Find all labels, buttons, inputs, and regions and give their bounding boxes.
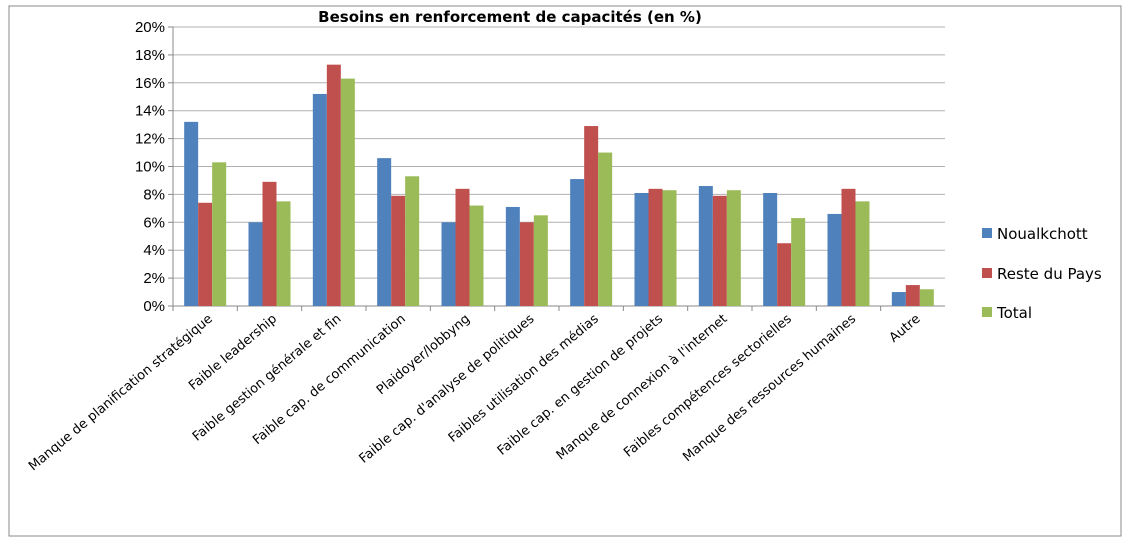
bar [405, 176, 420, 306]
bar [712, 195, 727, 306]
y-tick-label: 4% [143, 242, 165, 259]
bar [841, 188, 856, 306]
y-tick-label: 18% [135, 47, 165, 64]
bar [726, 190, 741, 306]
legend-label: Total [996, 304, 1032, 322]
bar [777, 243, 792, 306]
y-tick-label: 6% [143, 214, 165, 231]
legend-swatch [982, 228, 992, 238]
y-tick-label: 20% [135, 19, 165, 36]
bar [662, 190, 677, 306]
bar [276, 201, 291, 306]
legend-swatch [982, 268, 992, 278]
bar [505, 206, 520, 306]
legend-swatch [982, 307, 992, 317]
y-tick-label: 0% [143, 298, 165, 315]
bar [469, 205, 484, 306]
bar [184, 121, 199, 306]
y-tick-label: 10% [135, 159, 165, 176]
bar [584, 126, 599, 306]
y-tick-label: 12% [135, 131, 165, 148]
y-tick-label: 8% [143, 186, 165, 203]
bar [919, 289, 934, 306]
bar [377, 158, 392, 306]
y-tick-label: 14% [135, 103, 165, 120]
bar [648, 188, 663, 306]
bar [248, 222, 263, 306]
bar [391, 195, 406, 306]
bar [312, 93, 327, 307]
bar [634, 193, 649, 306]
bar [791, 218, 806, 306]
bar [262, 181, 277, 306]
y-tick-label: 2% [143, 270, 165, 287]
bar [519, 222, 534, 306]
bar [698, 186, 713, 306]
bar [326, 64, 341, 306]
legend-label: Noualkchott [997, 225, 1088, 243]
bar [533, 215, 548, 306]
bar [598, 152, 613, 306]
bar [570, 179, 585, 306]
chart-title: Besoins en renforcement de capacités (en… [318, 8, 702, 26]
bar [340, 78, 355, 307]
y-tick-label: 16% [135, 75, 165, 92]
bar [855, 201, 870, 306]
bar [827, 213, 842, 306]
bar [905, 285, 920, 306]
bar [455, 188, 470, 306]
bar [763, 193, 778, 306]
bar [891, 292, 906, 306]
legend-label: Reste du Pays [997, 265, 1102, 283]
bar [198, 202, 213, 306]
bar [441, 222, 456, 306]
bar [212, 162, 227, 306]
